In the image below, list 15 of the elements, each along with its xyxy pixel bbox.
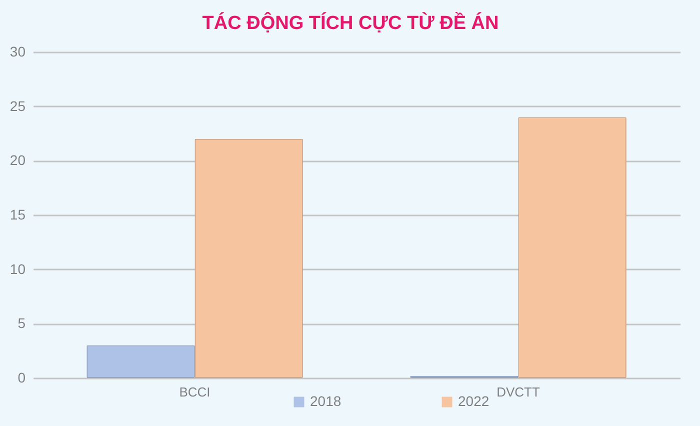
y-tick-label: 10 (10, 260, 26, 277)
y-tick-label: 30 (10, 44, 26, 60)
y-tick-label: 20 (10, 152, 26, 168)
x-tick-label: DVCTT (496, 384, 540, 400)
x-tick-label: BCCI (179, 384, 210, 400)
legend-label: 2018 (310, 393, 342, 409)
y-tick-label: 0 (18, 370, 26, 386)
y-tick-label: 25 (10, 98, 26, 114)
bar (518, 117, 626, 378)
bar (86, 345, 195, 378)
y-tick-label: 5 (18, 315, 26, 332)
bar (194, 138, 303, 378)
y-tick-label: 15 (10, 206, 26, 222)
chart-title: TÁC ĐỘNG TÍCH CỰC TỪ ĐỀ ÁN (202, 11, 499, 34)
legend-label: 2022 (458, 393, 490, 409)
